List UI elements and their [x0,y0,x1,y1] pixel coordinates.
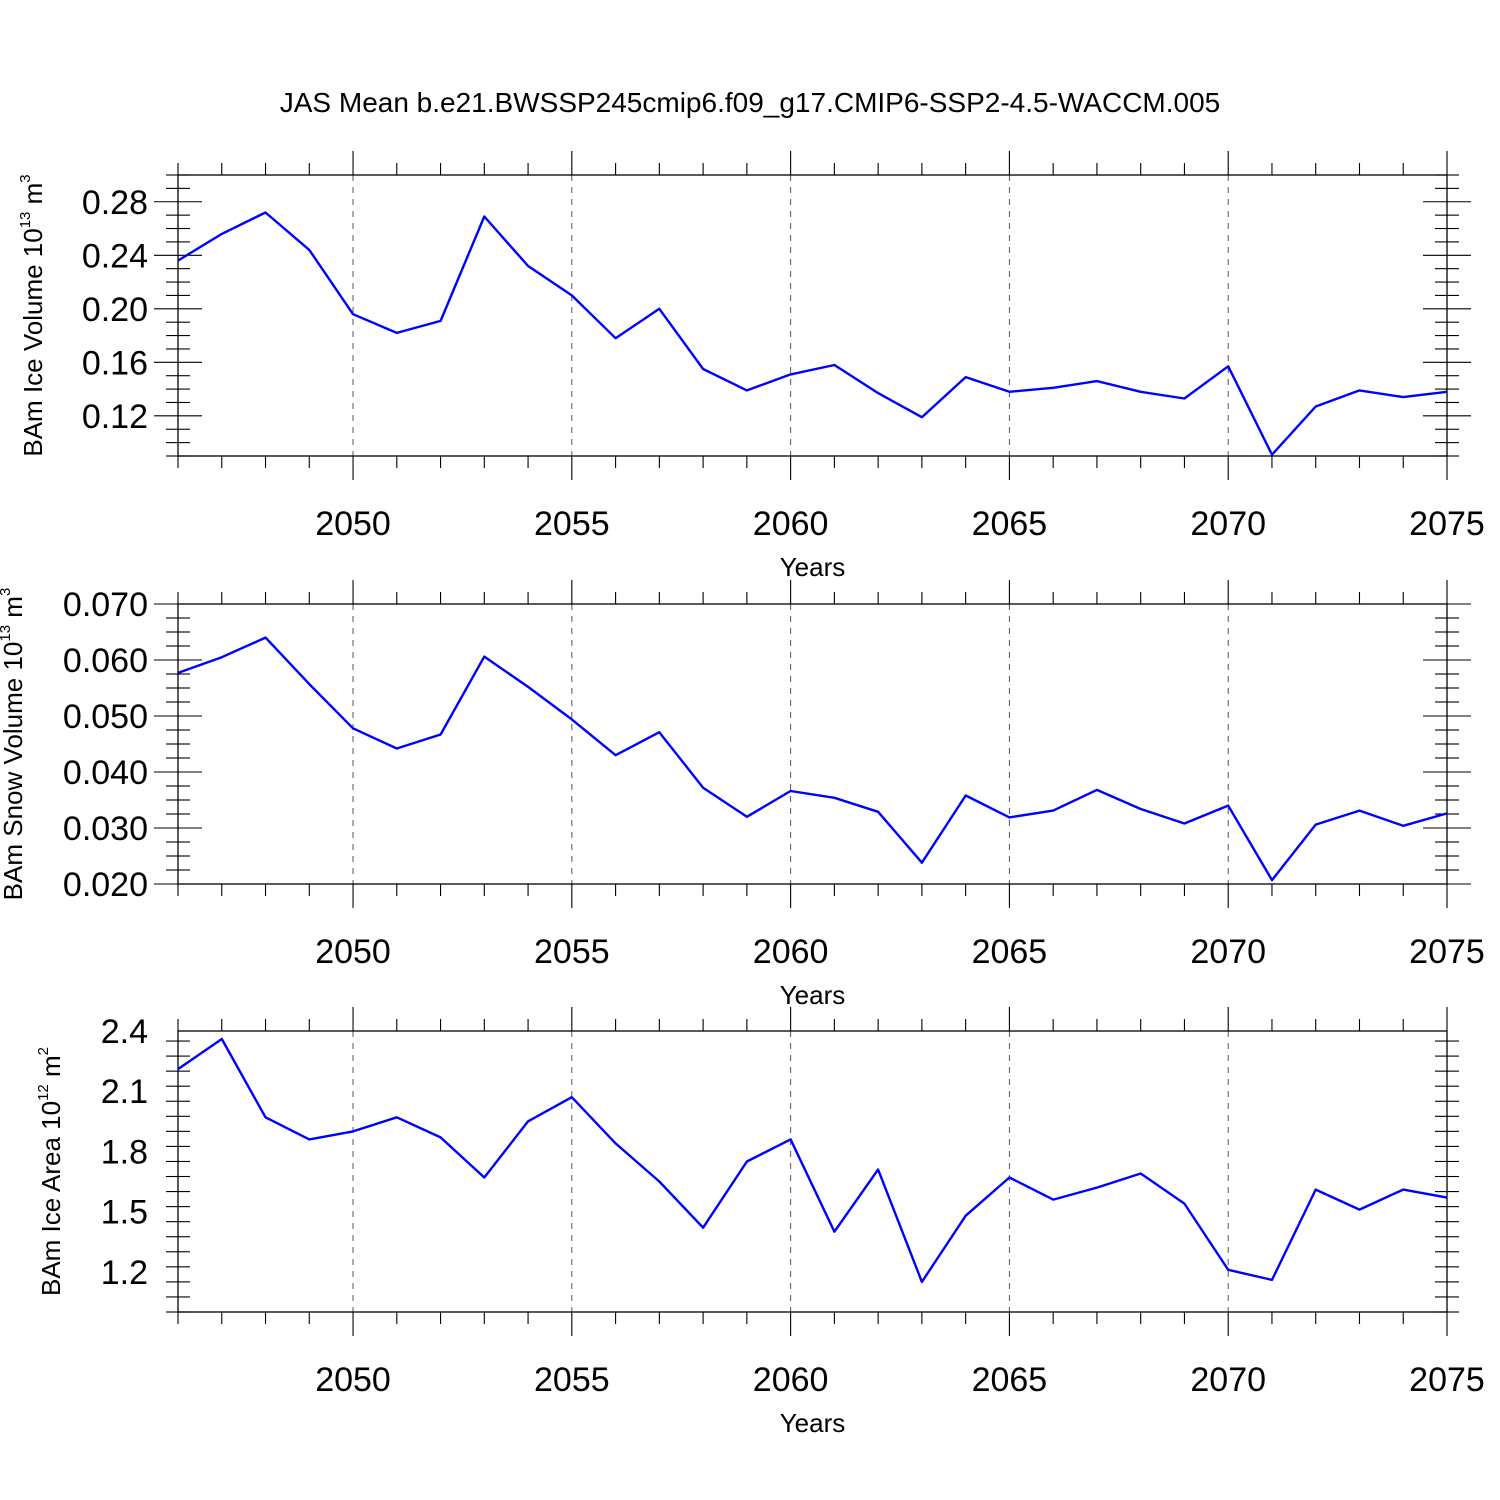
y-tick-label: 0.16 [82,344,148,382]
x-tick-label: 2075 [1409,505,1485,543]
y-tick-label: 1.2 [101,1254,148,1292]
x-axis-label: Years [780,980,846,1010]
y-tick-label: 0.030 [63,810,148,848]
x-axis-label: Years [780,1408,846,1438]
x-tick-label: 2070 [1190,1361,1266,1399]
plot-frame [177,174,1448,457]
panel-2: 2050 2055 2060 2065 2070 2075 0.020 0.030 0.040 0… [0,580,1485,1010]
x-tick-label: 2065 [972,933,1048,971]
x-tick-label: 2060 [753,505,829,543]
y-tick-label: 0.020 [63,866,148,904]
y-tick-label: 0.12 [82,398,148,436]
y-tick-label: 0.070 [63,586,148,624]
series-line [177,211,1448,456]
y-axis-label: BAm Ice Volume 1013 m3 [17,174,48,456]
series-line [177,1037,1448,1284]
x-tick-label: 2055 [534,1361,610,1399]
panel-3: 2050 2055 2060 2065 2070 2075 1.2 1.5 1.8 2.1 2.4 Y… [35,1007,1485,1438]
x-tick-label: 2050 [315,933,391,971]
x-tick-label: 2060 [753,1361,829,1399]
y-tick-label: 0.040 [63,754,148,792]
y-tick-label: 2.1 [101,1073,148,1111]
y-tick-label: 0.060 [63,642,148,680]
plot-frame [177,1030,1448,1313]
x-tick-label: 2055 [534,505,610,543]
y-tick-label: 1.5 [101,1194,148,1232]
x-tick-label: 2050 [315,1361,391,1399]
y-tick-label: 0.28 [82,184,148,222]
x-tick-label: 2070 [1190,505,1266,543]
y-tick-label: 1.8 [101,1133,148,1171]
panel-1: 2050 2055 2060 2065 2070 2075 0.12 0.16 0.20 0.24… [17,151,1485,582]
x-tick-label: 2075 [1409,933,1485,971]
x-tick-label: 2050 [315,505,391,543]
series-line [177,636,1448,882]
y-axis-label: BAm Snow Volume 1013 m3 [0,588,28,901]
chart-title: JAS Mean b.e21.BWSSP245cmip6.f09_g17.CMI… [280,87,1221,118]
x-axis-label: Years [780,552,846,582]
x-tick-label: 2070 [1190,933,1266,971]
x-tick-label: 2060 [753,933,829,971]
y-tick-label: 2.4 [101,1013,148,1051]
x-tick-label: 2065 [972,1361,1048,1399]
y-tick-label: 0.050 [63,698,148,736]
y-axis-label: BAm Ice Area 1012 m2 [35,1047,66,1296]
y-tick-label: 0.24 [82,237,148,275]
x-tick-label: 2055 [534,933,610,971]
x-tick-label: 2075 [1409,1361,1485,1399]
x-tick-label: 2065 [972,505,1048,543]
y-tick-label: 0.20 [82,291,148,329]
